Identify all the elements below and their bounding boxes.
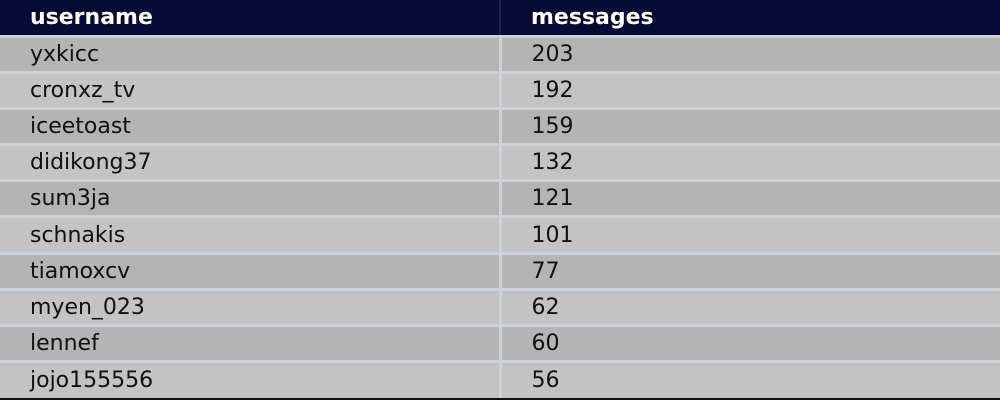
table-row[interactable]: cronxz_tv 192	[0, 70, 1000, 109]
cell-username: schnakis	[0, 215, 502, 254]
cell-messages: 159	[500, 106, 1000, 145]
header-messages[interactable]: messages	[531, 4, 654, 30]
table-row[interactable]: schnakis 101	[0, 215, 1000, 254]
cell-username: cronxz_tv	[0, 70, 502, 109]
cell-username: tiamoxcv	[0, 251, 502, 290]
cell-messages: 203	[500, 34, 1000, 73]
table-bottom-border	[0, 398, 1000, 400]
cell-messages: 132	[500, 143, 1000, 181]
table-row[interactable]: iceetoast 159	[0, 106, 1000, 145]
cell-messages: 101	[500, 215, 1000, 254]
header-row: username messages	[0, 0, 1000, 36]
cell-messages: 62	[500, 287, 1000, 326]
cell-messages: 77	[500, 251, 1000, 290]
cell-username: jojo155556	[0, 360, 502, 398]
cell-messages: 56	[500, 360, 1000, 398]
table-row[interactable]: tiamoxcv 77	[0, 251, 1000, 290]
cell-messages: 60	[500, 323, 1000, 362]
cell-username: iceetoast	[0, 106, 502, 145]
cell-username: didikong37	[0, 143, 502, 181]
cell-username: lennef	[0, 323, 502, 362]
cell-username: myen_023	[0, 287, 502, 326]
cell-messages: 121	[500, 179, 1000, 217]
table-row[interactable]: sum3ja 121	[0, 179, 1000, 217]
table-row[interactable]: myen_023 62	[0, 287, 1000, 326]
table-row[interactable]: yxkicc 203	[0, 34, 1000, 73]
cell-messages: 192	[500, 70, 1000, 109]
cell-username: sum3ja	[0, 179, 502, 217]
table-row[interactable]: lennef 60	[0, 323, 1000, 362]
cell-username: yxkicc	[0, 34, 502, 73]
header-username[interactable]: username	[0, 0, 501, 36]
table-row[interactable]: jojo155556 56	[0, 360, 1000, 398]
table-row[interactable]: didikong37 132	[0, 143, 1000, 181]
